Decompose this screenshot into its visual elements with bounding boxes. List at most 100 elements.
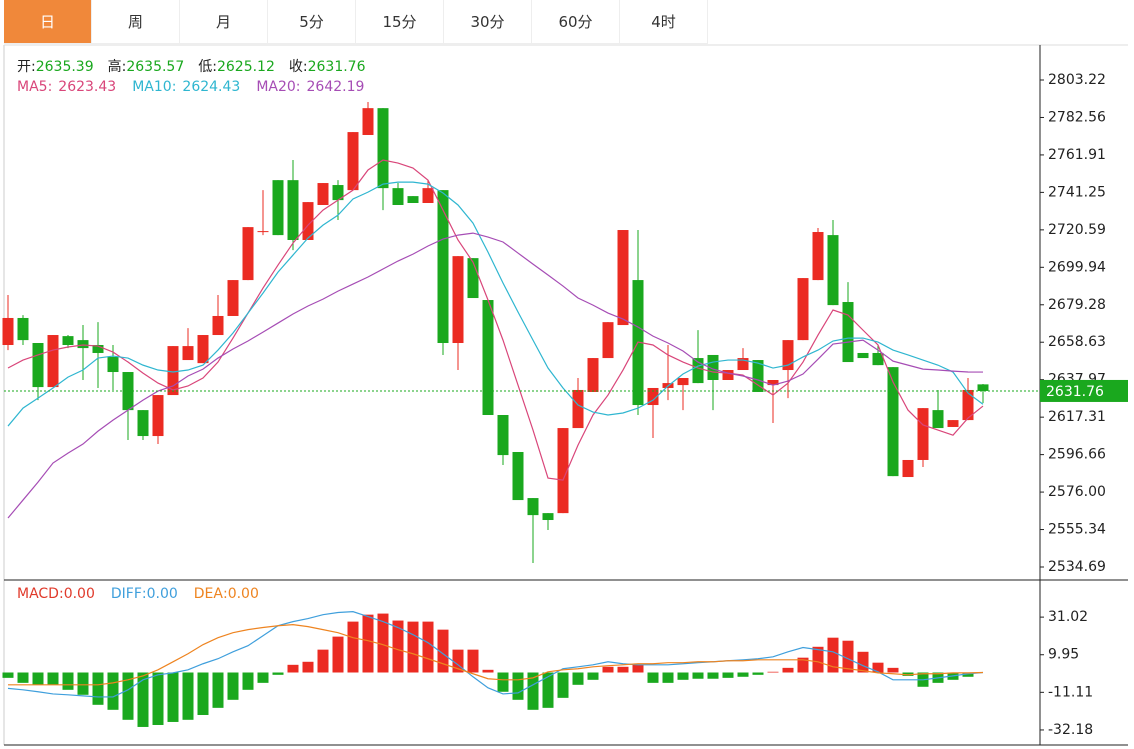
candle-body — [77, 340, 89, 349]
legend-name: MACD — [17, 586, 59, 602]
candle-body — [347, 132, 359, 191]
macd-bar — [2, 672, 14, 678]
macd-bar — [17, 672, 29, 683]
candle-body — [962, 389, 974, 421]
y-tick-label: 2617.31 — [1048, 409, 1106, 425]
indicator-line — [7, 159, 984, 481]
candle-body — [272, 180, 284, 236]
legend-sep: : — [295, 79, 301, 95]
legend-value: 2642.19 — [306, 79, 365, 95]
ohlc-value: 2635.57 — [126, 59, 185, 75]
candle-body — [932, 410, 944, 429]
candle-body — [812, 232, 824, 281]
candle-body — [227, 280, 239, 316]
macd-bar — [482, 669, 494, 673]
period-tab[interactable]: 周 — [92, 0, 180, 44]
candle-body — [467, 258, 479, 299]
period-tab[interactable]: 30分 — [444, 0, 532, 44]
macd-bar — [767, 671, 779, 673]
macd-bar — [122, 672, 134, 720]
candle-body — [977, 384, 989, 391]
ohlc-header: 开:2635.39 高:2635.57 低:2625.12 收:2631.76 — [17, 56, 366, 76]
macd-bar — [962, 672, 974, 677]
macd-bar — [272, 672, 284, 675]
ohlc-value: 2635.39 — [35, 59, 94, 75]
macd-bar — [347, 621, 359, 673]
ohlc-label: 收: — [288, 59, 308, 75]
y-tick-label: 2720.59 — [1048, 222, 1106, 238]
indicator-line — [7, 181, 984, 427]
y-tick-label: -32.18 — [1048, 722, 1093, 738]
y-tick-label: 2596.66 — [1048, 447, 1106, 463]
macd-bar — [872, 662, 884, 673]
legend-value: 0.00 — [146, 586, 178, 602]
indicator-line — [8, 624, 984, 686]
legend-value: 0.00 — [63, 586, 95, 602]
candle-body — [542, 513, 554, 521]
period-tab[interactable]: 15分 — [356, 0, 444, 44]
candle-body — [362, 108, 374, 135]
candle-body — [47, 335, 59, 388]
macd-bar — [752, 672, 764, 675]
legend-value: 0.00 — [227, 586, 259, 602]
legend-sep: : — [222, 586, 228, 602]
macd-bar — [62, 672, 74, 690]
macd-bar — [632, 664, 644, 673]
indicator-line — [7, 611, 984, 698]
legend-name: DIFF — [110, 586, 142, 602]
legend-sep: : — [58, 586, 64, 602]
macd-bar — [437, 629, 449, 673]
candle-body — [752, 360, 764, 392]
candle-body — [392, 188, 404, 205]
candle-body — [2, 317, 14, 345]
candle-body — [617, 230, 629, 326]
candle-body — [722, 370, 734, 381]
y-tick-label: 2699.94 — [1048, 259, 1106, 275]
y-tick-label: -11.11 — [1048, 684, 1093, 700]
period-tab[interactable]: 5分 — [268, 0, 356, 44]
y-tick-label: 2679.28 — [1048, 297, 1106, 313]
period-tab[interactable]: 月 — [180, 0, 268, 44]
ohlc-label: 高: — [107, 59, 127, 75]
candle-body — [737, 358, 749, 371]
candle-body — [32, 343, 44, 388]
ohlc-label: 低: — [198, 59, 217, 75]
ohlc-value: 2631.76 — [307, 59, 366, 75]
candle-body — [842, 302, 854, 363]
indicator-line — [7, 232, 984, 519]
y-tick-label: 2576.00 — [1048, 484, 1106, 500]
macd-bar — [782, 667, 794, 673]
macd-bar — [152, 672, 164, 725]
macd-bar — [287, 664, 299, 673]
period-tab[interactable]: 日 — [4, 0, 92, 44]
legend-sep: : — [141, 586, 147, 602]
candle-body — [572, 389, 584, 429]
macd-bar — [812, 646, 824, 673]
macd-bar — [302, 661, 314, 673]
macd-bar — [422, 621, 434, 673]
macd-bar — [527, 672, 539, 710]
macd-bar — [392, 620, 404, 673]
candle-body — [377, 108, 389, 189]
candle-body — [497, 415, 509, 456]
legend-name: MA5 — [17, 79, 48, 95]
legend-name: MA20 — [256, 79, 296, 95]
candle-body — [422, 188, 434, 203]
macd-bar — [227, 672, 239, 700]
macd-bar — [362, 614, 374, 673]
macd-bar — [602, 666, 614, 673]
y-tick-label: 2803.22 — [1048, 72, 1106, 88]
macd-bar — [77, 672, 89, 695]
macd-bar — [467, 649, 479, 673]
candle-body — [902, 459, 914, 478]
candle-body — [947, 420, 959, 427]
period-tab[interactable]: 4时 — [620, 0, 708, 44]
period-tab[interactable]: 60分 — [532, 0, 620, 44]
candle-body — [17, 317, 29, 341]
candle-body — [602, 322, 614, 359]
legend-sep: : — [171, 79, 177, 95]
candle-body — [212, 315, 224, 336]
candle-body — [782, 340, 794, 371]
